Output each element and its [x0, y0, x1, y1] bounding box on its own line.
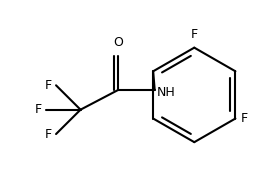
Text: NH: NH [157, 87, 176, 100]
Text: O: O [113, 36, 123, 49]
Text: F: F [35, 103, 42, 116]
Text: F: F [45, 127, 52, 141]
Text: F: F [45, 79, 52, 92]
Text: F: F [240, 112, 247, 125]
Text: F: F [191, 28, 198, 41]
